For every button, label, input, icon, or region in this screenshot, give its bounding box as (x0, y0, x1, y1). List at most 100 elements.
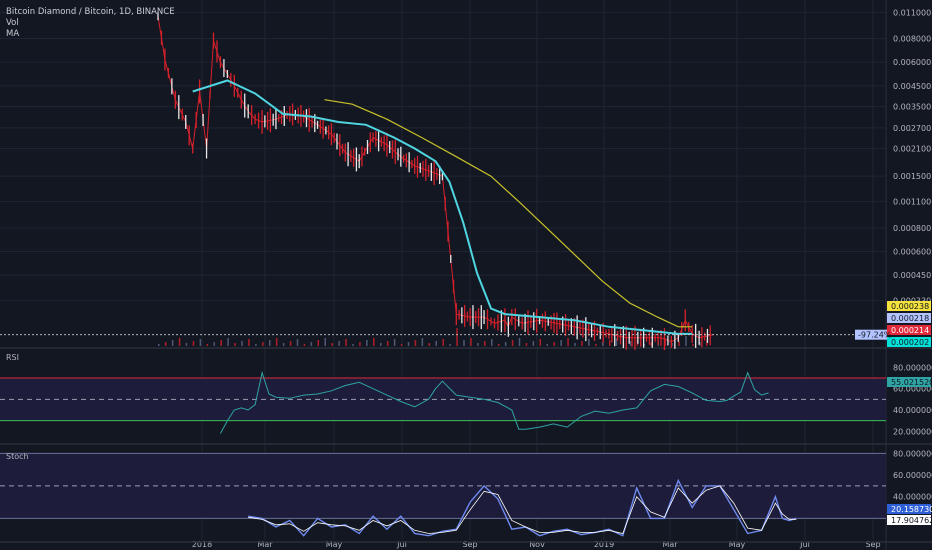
volume-bar (262, 342, 264, 346)
volume-bar (643, 344, 646, 346)
rsi-tick-label: 40.000000 (893, 406, 932, 415)
price-tag (887, 325, 931, 335)
volume-bar (608, 340, 611, 346)
volume-bar (400, 344, 403, 346)
x-tick-label: Nov (529, 540, 545, 549)
volume-bar (158, 344, 160, 346)
price-tick-label: 0.000600 (893, 247, 931, 256)
volume-bar (255, 344, 257, 346)
chart-legend: Bitcoin Diamond / Bitcoin, 1D, BINANCE V… (6, 7, 175, 40)
volume-bar (671, 343, 673, 346)
volume-bar (491, 339, 493, 346)
volume-bar (546, 344, 548, 346)
price-tick-label: 0.006000 (893, 58, 931, 67)
volume-bar (324, 338, 326, 346)
rsi-label: RSI (6, 353, 19, 362)
x-tick-label: Mar (662, 540, 678, 549)
volume-bar (269, 340, 271, 346)
volume-bar (685, 336, 687, 346)
stoch-k-tag (887, 504, 931, 514)
volume-label: Vol (6, 18, 19, 28)
volume-bar (699, 342, 701, 346)
volume-bar (192, 341, 195, 346)
volume-bar (366, 340, 368, 346)
x-tick-label: 2019 (594, 540, 614, 549)
x-tick-label: Sep (865, 540, 880, 549)
x-tick-label: Jul (396, 540, 407, 549)
price-tag (887, 337, 931, 347)
price-tag (887, 313, 931, 323)
volume-bar (386, 341, 389, 346)
volume-bar (678, 341, 680, 346)
volume-bar (185, 343, 188, 346)
price-tag-label: 0.000218 (891, 314, 929, 323)
volume-bar (414, 340, 417, 346)
volume-bar (567, 338, 569, 346)
volume-bar (206, 344, 209, 346)
rsi-line (219, 370, 769, 434)
rsi-tick-label: 60.000000 (893, 385, 932, 394)
volume-bar (615, 338, 618, 346)
volume-bar (470, 338, 472, 346)
price-tick-label: 0.000800 (893, 224, 931, 233)
volume-bar (560, 340, 562, 346)
x-tick-label: Sep (462, 540, 477, 549)
stoch-d-value: 17.904762 (891, 516, 932, 525)
price-tick-label: 0.011000 (893, 8, 931, 17)
price-tick-label: 0.001500 (893, 172, 931, 181)
ma-label: MA (6, 29, 20, 39)
moving-average-ma_fast (192, 79, 693, 335)
volume-bar (331, 343, 333, 346)
stoch-label: Stoch (6, 452, 29, 461)
volume-bar (484, 341, 486, 346)
price-tag-label: 0.000238 (891, 302, 929, 311)
volume-bar (629, 341, 632, 346)
volume-bar (692, 344, 694, 346)
volume-bar (199, 339, 202, 346)
volume-bar (525, 343, 528, 346)
volume-bar (178, 338, 181, 346)
volume-bar (539, 339, 542, 346)
volume-bar (345, 339, 347, 346)
volume-bar (296, 339, 299, 346)
price-tick-label: 0.003500 (893, 102, 931, 111)
volume-bar (449, 344, 451, 346)
price-tag (887, 301, 931, 311)
volume-bar (359, 342, 361, 346)
volume-bar (393, 339, 396, 346)
volume-bar (241, 341, 243, 346)
x-tick-label: 2018 (192, 540, 212, 549)
volume-bar (171, 340, 174, 346)
volume-bar (435, 341, 437, 346)
volume-bar (352, 344, 354, 346)
volume-bar (164, 342, 167, 346)
x-tick-label: Mar (257, 540, 273, 549)
volume-bar (477, 343, 479, 346)
volume-bar (234, 343, 236, 346)
volume-bar (248, 339, 250, 346)
volume-bar (407, 342, 410, 346)
rsi-tick-label: 20.000000 (893, 427, 932, 436)
volume-bar (518, 338, 521, 346)
volume-bar (275, 338, 278, 346)
volume-bar (532, 341, 535, 346)
volume-bar (588, 339, 590, 346)
volume-bar (289, 341, 292, 346)
volume-bar (338, 341, 340, 346)
stoch-d-tag (887, 515, 931, 525)
volume-bar (303, 344, 306, 346)
volume-bar (213, 342, 215, 346)
rsi-value-tag (887, 377, 931, 387)
volume-bar (456, 328, 458, 346)
price-tick-label: 0.002700 (893, 124, 931, 133)
volume-bar (650, 342, 653, 346)
price-tag-label: 0.000202 (891, 338, 929, 347)
price-tick-label: 0.008000 (893, 35, 931, 44)
change-tag-label: -97.24% (858, 331, 892, 340)
volume-bar (442, 339, 444, 346)
volume-bar (504, 342, 507, 346)
volume-bars (158, 328, 708, 346)
volume-bar (553, 342, 555, 346)
price-tick-label: 0.000450 (893, 271, 931, 280)
